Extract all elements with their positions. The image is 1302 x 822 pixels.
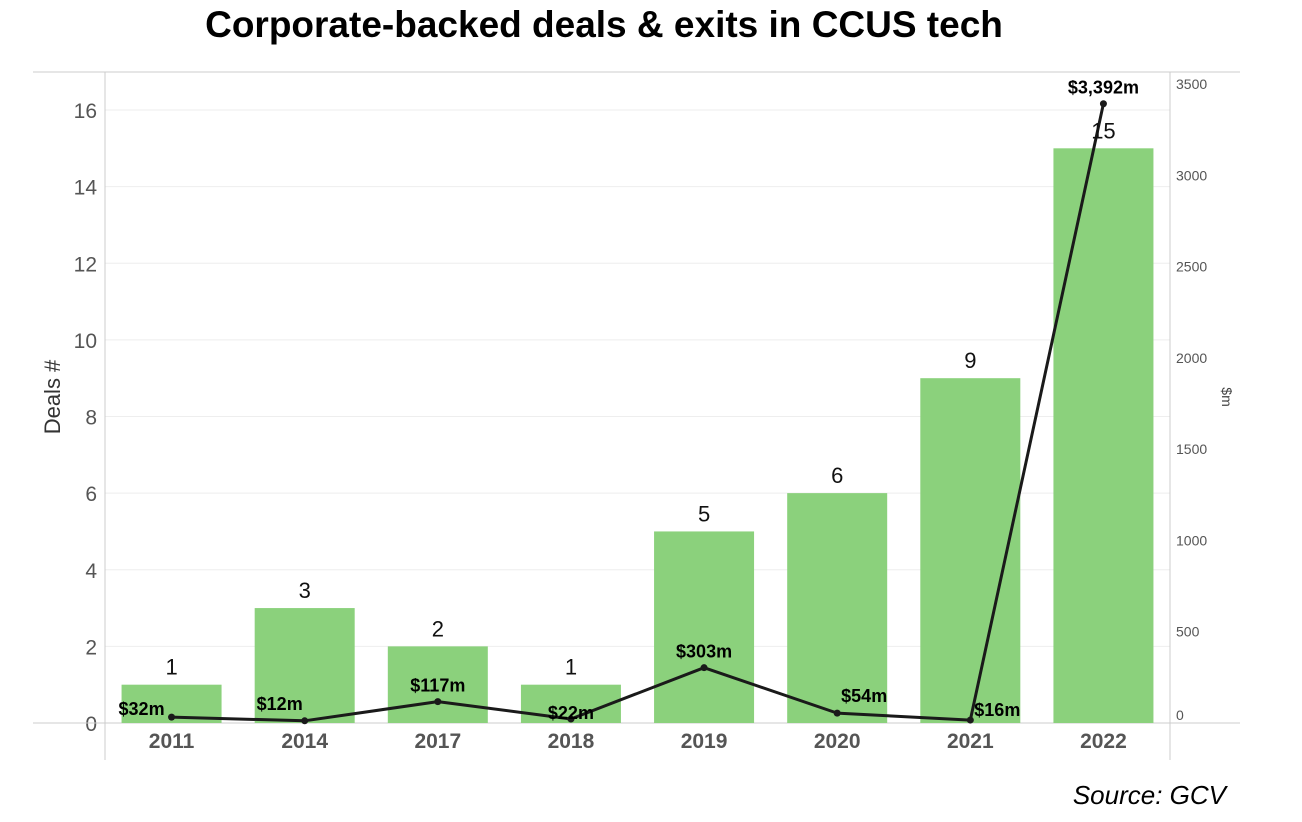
x-tick-label: 2020 [814,730,861,753]
y-tick-label: 0 [85,713,97,736]
x-tick-label: 2021 [947,730,994,753]
line-value-label: $303m [676,642,732,662]
source-note: Source: GCV [1072,780,1226,810]
bar-value-label: 1 [165,655,177,680]
bar-value-label: 3 [299,578,311,603]
line-point [567,715,575,723]
bar-value-label: 1 [565,655,577,680]
line-point [301,717,309,725]
bar [1053,148,1154,723]
y2-axis-title: $m [1219,387,1235,406]
y2-tick-label: 2500 [1176,259,1207,275]
y-tick-label: 10 [74,330,97,353]
line-value-label: $54m [841,686,887,706]
y-tick-label: 14 [74,177,98,200]
y2-tick-label: 0 [1176,707,1184,723]
line-value-label: $12m [257,694,303,714]
line-point [966,716,974,724]
line-value-label: $3,392m [1068,78,1139,98]
y2-tick-label: 2000 [1176,350,1207,366]
y-axis-title: Deals # [40,359,65,434]
y-tick-label: 6 [85,483,97,506]
y-tick-label: 2 [85,636,97,659]
bar-value-label: 15 [1091,118,1115,143]
bar [920,378,1021,723]
x-tick-label: 2019 [681,730,728,753]
y2-tick-label: 3000 [1176,167,1207,183]
line-value-label: $117m [410,676,465,696]
bar [654,531,755,723]
x-tick-label: 2022 [1080,730,1127,753]
line-point [833,709,841,717]
y-tick-label: 4 [85,560,97,583]
line-point [700,664,708,672]
x-tick-label: 2018 [548,730,595,753]
chart-title: Corporate-backed deals & exits in CCUS t… [205,4,1003,45]
y2-tick-label: 1500 [1176,441,1207,457]
bar-value-label: 6 [831,463,843,488]
line-point [168,713,176,721]
line-value-label: $22m [548,703,594,723]
bar-series [121,148,1154,723]
line-value-label: $16m [974,700,1020,720]
x-tick-label: 2011 [149,730,195,753]
bar [787,493,888,723]
bar-value-label: 9 [964,348,976,373]
bar [387,646,488,723]
x-tick-label: 2014 [281,730,328,753]
y-tick-label: 16 [74,100,97,123]
x-tick-label: 2017 [414,730,461,753]
y2-tick-label: 3500 [1176,76,1207,92]
axes: 0246810121416050010001500200025003000350… [33,71,1240,760]
line-value-label: $32m [119,699,165,719]
line-path [171,103,1105,723]
y2-tick-label: 500 [1176,624,1200,640]
y2-tick-label: 1000 [1176,532,1207,548]
line-series [168,100,1107,725]
line-point [1099,100,1107,108]
bar [254,608,355,723]
y-tick-label: 12 [74,253,97,276]
line-point [434,698,442,706]
y-tick-label: 8 [85,407,97,430]
bar-value-label: 2 [432,616,444,641]
bar-value-label: 5 [698,501,710,526]
